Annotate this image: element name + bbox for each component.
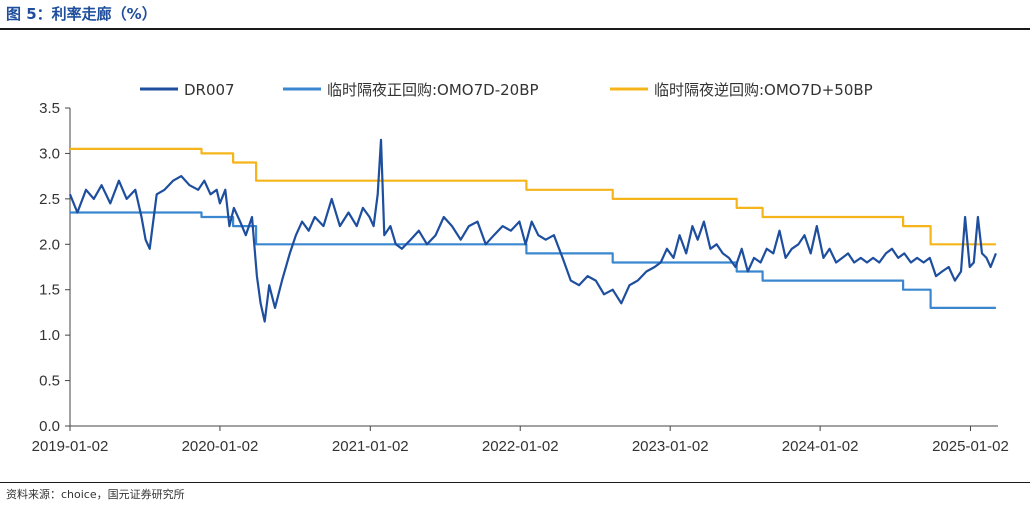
y-tick-label: 0.0 xyxy=(39,418,60,435)
x-tick-label: 2021-01-02 xyxy=(332,438,409,455)
bottom-rule xyxy=(0,482,1030,483)
legend: DR007 临时隔夜正回购:OMO7D-20BP 临时隔夜逆回购:OMO7D+50B… xyxy=(140,81,873,99)
top-rule xyxy=(0,28,1030,30)
repo-upper-line xyxy=(70,147,996,246)
x-tick-label: 2023-01-02 xyxy=(632,438,709,455)
x-tick-label: 2024-01-02 xyxy=(782,438,859,455)
y-tick-label: 0.5 xyxy=(39,373,60,390)
figure-title: 图 5：利率走廊（%） xyxy=(6,5,157,23)
rate-corridor-chart: DR007 临时隔夜正回购:OMO7D-20BP 临时隔夜逆回购:OMO7D+50B… xyxy=(32,81,1009,455)
x-tick-label: 2019-01-02 xyxy=(32,438,109,455)
x-tick-label: 2025-01-02 xyxy=(932,438,1009,455)
y-tick-label: 1.5 xyxy=(39,282,60,299)
x-tick-label: 2022-01-02 xyxy=(482,438,559,455)
dr007-line xyxy=(68,138,997,323)
legend-label: DR007 xyxy=(184,81,235,99)
y-tick-label: 2.0 xyxy=(39,236,60,253)
y-tick-label: 1.0 xyxy=(39,327,60,344)
reverse-repo-lower-line xyxy=(70,211,996,309)
plot-area xyxy=(68,138,997,323)
x-tick-label: 2020-01-02 xyxy=(182,438,259,455)
y-tick-label: 2.5 xyxy=(39,191,60,208)
legend-label: 临时隔夜逆回购:OMO7D+50BP xyxy=(654,81,873,99)
axes: 0.0 0.5 1.0 1.5 2.0 2.5 3.0 3.5 2019-01-02 2020-0… xyxy=(32,100,1009,455)
y-tick-label: 3.5 xyxy=(39,100,60,117)
legend-label: 临时隔夜正回购:OMO7D-20BP xyxy=(327,81,539,99)
source-note: 资料来源：choice，国元证券研究所 xyxy=(6,488,185,501)
y-tick-label: 3.0 xyxy=(39,145,60,162)
